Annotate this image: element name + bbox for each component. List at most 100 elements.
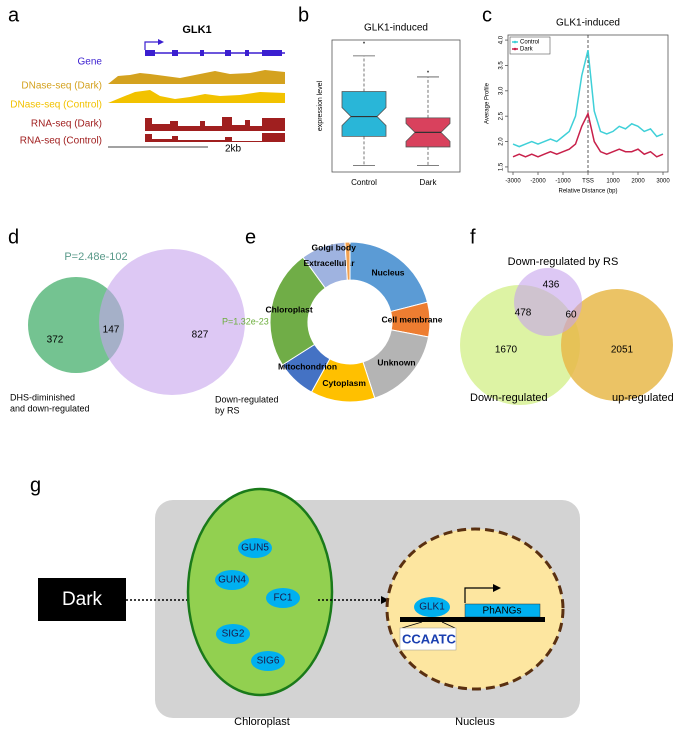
panel-letter: a [8,4,20,26]
set-label: by RS [215,405,240,415]
legend-label: Control [520,40,539,46]
y-axis-label: expression level [317,80,324,131]
signal-label: Dark [62,589,103,610]
count-label: 827 [192,330,209,341]
legend-marker [513,40,517,44]
track-label: DNase-seq (Dark) [21,81,102,92]
chloroplast-label: Chloroplast [234,716,290,728]
chart-title: GLK1-induced [556,18,620,29]
y-tick-label: 2.0 [499,137,505,146]
exon [262,50,282,56]
x-tick-label: 3000 [656,179,670,185]
outlier [427,70,429,73]
count-label: 60 [565,310,577,321]
slice-label: Unknown [377,357,415,367]
diagram: Dark GUN5 GUN4 FC1 SIG2 SIG6 Chloroplast… [38,487,580,728]
p-value: P=2.48e-102 [64,251,127,263]
scale-label: 2kb [225,144,242,155]
panel-letter: d [8,226,19,248]
venn-circle [514,268,582,336]
x-tick-label: -3000 [505,179,521,185]
exon [200,50,204,56]
series-line [512,111,664,158]
track-label: DNase-seq (Control) [10,100,102,111]
donut-slice [344,241,351,281]
factor-label: GLK1 [419,602,445,613]
box [341,91,387,137]
motif-label: CCAATC [402,631,457,646]
signal-box [38,578,126,621]
panel-letter: f [470,226,476,248]
x-tick-label: 1000 [606,179,620,185]
venn-circle [99,249,245,395]
outlier [363,41,365,44]
nucleus-label: Nucleus [455,716,495,728]
legend-box [509,36,551,55]
arrow-head [493,584,501,592]
slice-label: Mitochondrion [278,361,337,371]
set-label: Down-regulated [470,392,548,404]
slice-label: Chloroplast [265,305,312,315]
panel-letter: b [298,4,309,26]
slice-label: Extracellular [303,258,355,268]
gene-title: GLK1 [182,24,211,36]
x-tick-label: -1000 [555,179,571,185]
count-label: 2051 [611,345,634,356]
slice-label: Cytoplasm [322,378,366,388]
legend-marker [513,47,517,51]
rna-dark-track [145,117,285,131]
slice-label: Nucleus [371,267,404,277]
x-tick-label: Control [351,178,377,187]
exon [245,50,249,56]
gene-label: PhANGs [483,606,522,617]
protein-oval [216,624,250,644]
protein-label: FC1 [274,593,293,604]
count-label: 1670 [495,345,518,356]
count-label: 478 [515,308,532,319]
y-tick-label: 1.5 [499,162,505,171]
venn-circle [28,277,124,373]
x-tick-label: TSS [582,179,594,185]
venn-f: Down-regulated by RS 436 478 60 1670 205… [460,256,674,405]
protein-label: SIG2 [222,629,245,640]
protein-oval [238,538,272,558]
motif-logo [399,627,457,651]
exon [225,50,231,56]
chloroplast [186,487,334,697]
panel-letter: e [245,226,256,248]
exon [172,50,178,56]
arrow-head [381,596,389,604]
count-label: 372 [47,335,64,346]
protein-label: GUN5 [241,543,269,554]
plot-frame [331,39,461,173]
track-label: Gene [78,57,103,68]
panel-letter: c [482,4,492,26]
y-tick-label: 3.0 [499,86,505,95]
track-label: RNA-seq (Dark) [31,119,102,130]
tss-arrow [144,41,162,50]
slice-label: Golgi body [312,242,357,252]
transcription-arrow [464,587,495,603]
protein-oval [215,570,249,590]
protein-oval [266,588,300,608]
count-label: 436 [543,280,560,291]
protein-label: SIG6 [257,656,280,667]
x-axis-label: Relative Distance (bp) [558,189,617,195]
set-label: up-regulated [612,392,674,404]
venn-circle [561,289,673,401]
factor-oval [414,597,450,617]
p-value: P=1.32e-23 [222,316,269,326]
track-label: RNA-seq (Control) [20,136,102,147]
y-tick-label: 4.0 [499,35,505,44]
genome-tracks: GLK1 2kb [108,24,285,155]
legend-label: Dark [520,47,534,53]
set-label: Down-regulated by RS [508,256,619,268]
dna [400,617,545,622]
slice-label: Cell membrane [381,314,442,324]
series-line [512,50,664,148]
venn-d: P=2.48e-102 372 147 827 DHS-diminished a… [10,249,279,415]
x-tick-label: Dark [420,178,438,187]
y-axis-label: Average Profile [485,82,491,124]
set-label: Down-regulated [215,394,279,404]
